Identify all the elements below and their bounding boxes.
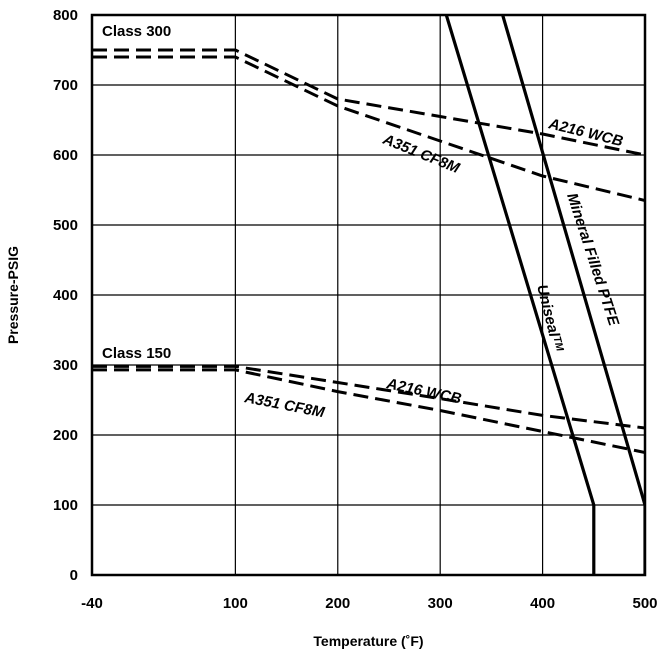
y-tick-label: 700: [53, 77, 78, 94]
series-label-a216-wcb: A216 WCB: [384, 375, 463, 408]
y-tick-label: 600: [53, 147, 78, 164]
x-tick-label: 400: [530, 595, 555, 612]
x-tick-label: 100: [223, 595, 248, 612]
y-tick-label: 500: [53, 217, 78, 234]
y-tick-label: 800: [53, 7, 78, 24]
series-line-class-150-a216-wcb: [92, 364, 645, 430]
x-axis-title: Temperature (˚F): [313, 633, 423, 649]
y-axis-title: Pressure-PSIG: [5, 246, 21, 344]
grid-layer: [92, 15, 645, 575]
series-group: [92, 15, 645, 575]
label-layer: Class 300 Class 150 A216 WCB A351 CF8M A216 …: [102, 23, 625, 421]
series-line-uniseal-: [444, 15, 596, 575]
series-label-mineral-filled-ptfe: Mineral Filled PTFE: [563, 191, 622, 329]
x-tick-label: 200: [325, 595, 350, 612]
x-tick-label: 300: [428, 595, 453, 612]
class-150-label: Class 150: [102, 345, 171, 362]
series-label-a351-cf8m: A351 CF8M: [242, 389, 326, 421]
series-line-class-150-a351-cf8m: [92, 368, 645, 454]
y-tick-label: 300: [53, 357, 78, 374]
plot-frame: [90, 13, 647, 577]
x-tick-label: -40: [81, 595, 103, 612]
y-tick-label: 400: [53, 287, 78, 304]
class-300-label: Class 300: [102, 23, 171, 40]
y-tick-label: 200: [53, 427, 78, 444]
y-tick-label: 0: [70, 567, 78, 584]
series-label-a216-wcb: A216 WCB: [546, 115, 625, 150]
series-layer: [92, 15, 645, 575]
series-line-class-300-a351-cf8m: [92, 55, 645, 202]
x-tick-label: 500: [632, 595, 657, 612]
series-line-mineral-filled-ptfe: [501, 15, 645, 575]
series-line-class-300-a216-wcb: [92, 48, 645, 157]
series-label-a351-cf8m: A351 CF8M: [380, 131, 463, 178]
tick-layer: -40 100 200 300 400 500 0 100 200 300 400 500 600 700…: [53, 7, 658, 612]
y-tick-label: 100: [53, 497, 78, 514]
